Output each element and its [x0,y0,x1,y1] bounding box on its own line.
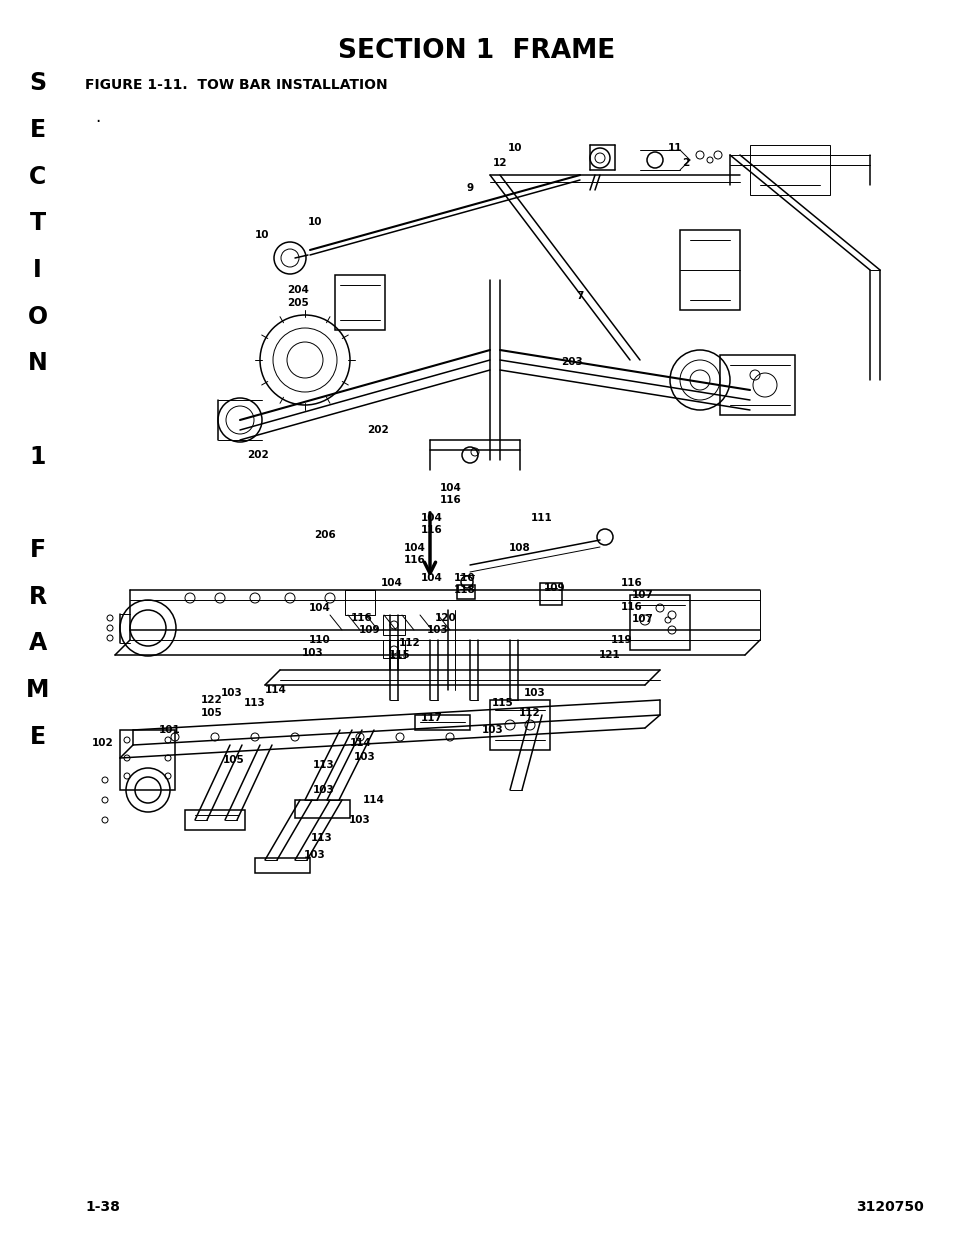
Text: 102: 102 [92,739,113,748]
Text: 112: 112 [398,638,420,648]
Bar [294,800,350,818]
Bar [120,730,174,790]
Text: 10: 10 [254,230,269,240]
Text: 103: 103 [221,688,243,698]
Text: 121: 121 [598,650,620,659]
Text: C: C [29,164,47,189]
Text: FIGURE 1-11.  TOW BAR INSTALLATION: FIGURE 1-11. TOW BAR INSTALLATION [85,78,387,91]
Text: A: A [29,631,47,656]
Text: E: E [30,725,46,748]
Text: 1: 1 [30,445,46,468]
Text: 117: 117 [420,713,442,722]
Text: 7: 7 [576,291,583,301]
Text: 11: 11 [667,143,681,153]
Bar [382,640,405,658]
Text: 107: 107 [632,590,653,600]
Text: 113: 113 [244,698,266,708]
Text: 202: 202 [367,425,389,435]
Text: 115: 115 [389,650,411,659]
Text: 116: 116 [404,555,425,564]
Bar [345,590,375,615]
Text: 111: 111 [531,513,553,522]
Text: 116: 116 [620,601,642,613]
Text: 118: 118 [454,585,476,595]
Text: .: . [95,107,100,126]
Text: 103: 103 [313,785,335,795]
Text: 103: 103 [304,850,326,860]
Text: 113: 113 [313,760,335,769]
Text: 10: 10 [308,217,322,227]
Text: 103: 103 [349,815,371,825]
Text: 110: 110 [454,573,476,583]
Text: E: E [30,119,46,142]
Bar [679,230,740,310]
Text: SECTION 1  FRAME: SECTION 1 FRAME [338,38,615,64]
Text: 3120750: 3120750 [856,1200,923,1214]
Text: 109: 109 [359,625,380,635]
Text: 103: 103 [427,625,449,635]
Text: 206: 206 [314,530,335,540]
Text: 203: 203 [560,357,582,367]
Text: T: T [30,211,46,236]
Bar [539,583,561,605]
Bar [720,354,794,415]
Text: 205: 205 [287,298,309,308]
Text: 122: 122 [201,695,223,705]
Bar [335,275,385,330]
Text: R: R [29,584,47,609]
Text: 104: 104 [420,513,442,522]
Text: 114: 114 [363,795,384,805]
Text: 105: 105 [223,755,245,764]
Text: 120: 120 [435,613,456,622]
Bar [456,585,475,599]
Text: 116: 116 [439,495,461,505]
Text: 108: 108 [509,543,530,553]
Text: 104: 104 [309,603,331,613]
Text: 103: 103 [481,725,503,735]
Text: M: M [26,678,50,701]
Text: 116: 116 [620,578,642,588]
Text: 1-38: 1-38 [85,1200,120,1214]
Text: 109: 109 [543,583,565,593]
Text: O: O [28,305,48,329]
Bar [185,810,245,830]
Text: F: F [30,538,46,562]
Text: 101: 101 [159,725,181,735]
Bar [254,858,310,873]
Text: 2: 2 [681,158,689,168]
Text: 104: 104 [404,543,425,553]
Text: S: S [30,72,46,95]
Bar [490,700,550,750]
Text: 112: 112 [518,708,540,718]
Text: 114: 114 [350,739,372,748]
Text: 107: 107 [632,614,653,624]
Text: I: I [33,258,42,282]
Text: 204: 204 [287,285,309,295]
Text: 110: 110 [309,635,331,645]
Text: 12: 12 [493,158,507,168]
Text: 104: 104 [420,573,442,583]
Bar [382,615,405,635]
Text: 103: 103 [354,752,375,762]
Bar [629,595,689,650]
Text: 113: 113 [311,832,333,844]
Bar [415,715,470,730]
Text: 103: 103 [302,648,323,658]
Text: 202: 202 [247,450,269,459]
Text: 116: 116 [351,613,373,622]
Text: 114: 114 [265,685,287,695]
Bar [749,144,829,195]
Text: 115: 115 [492,698,514,708]
Text: 103: 103 [523,688,545,698]
Text: 116: 116 [420,525,442,535]
Text: 104: 104 [439,483,461,493]
Text: N: N [28,351,48,375]
Text: 10: 10 [507,143,521,153]
Text: 119: 119 [611,635,632,645]
Text: 9: 9 [466,183,473,193]
Text: 105: 105 [201,708,223,718]
Text: 104: 104 [380,578,402,588]
